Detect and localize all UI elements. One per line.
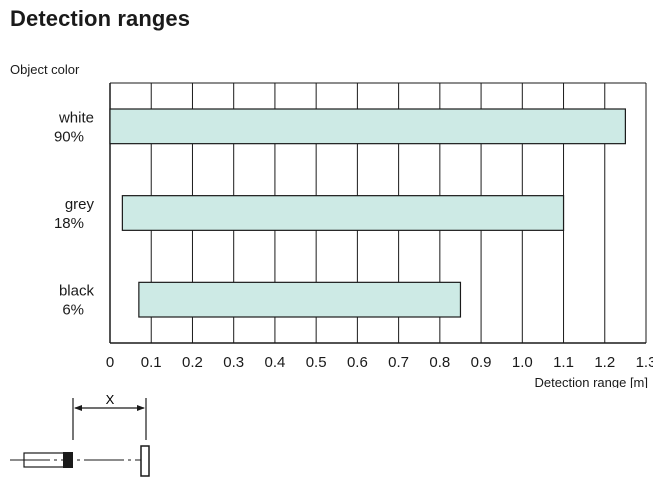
dimension-arrow-right (137, 405, 145, 411)
x-tick-label: 1.0 (512, 354, 533, 371)
x-tick-label: 0.1 (141, 354, 162, 371)
x-tick-label: 1.3 (636, 354, 653, 371)
category-labels: white 90% grey 18% black 6% (54, 109, 95, 318)
x-tick-label: 0.5 (306, 354, 327, 371)
sensor-distance-diagram: X (10, 392, 150, 477)
category-label-line2: 18% (54, 215, 84, 232)
category-label-line1: black (59, 283, 95, 300)
x-tick-labels: 0 0.1 0.2 0.3 0.4 0.5 0.6 0.7 0.8 0.9 1.0 1.1 1.2 1.3 (106, 354, 653, 371)
x-tick-label: 0.3 (223, 354, 244, 371)
distance-label: X (106, 392, 115, 407)
bar (121, 195, 565, 231)
category-label-line2: 90% (54, 128, 84, 145)
page-title: Detection ranges (10, 6, 191, 31)
bar (138, 281, 462, 318)
x-tick-label: 0 (106, 354, 114, 371)
x-tick-label: 1.1 (553, 354, 574, 371)
x-tick-label: 0.8 (429, 354, 450, 371)
category-label-line1: grey (65, 196, 95, 213)
category-label-line2: 6% (62, 302, 84, 319)
y-axis-label: Object color (10, 62, 80, 77)
x-tick-label: 0.6 (347, 354, 368, 371)
detection-range-chart: Object color white 90% grey 18% black 6% 0 0.1… (10, 62, 653, 388)
dimension-arrow-left (74, 405, 82, 411)
x-axis-label: Detection range [m] (535, 375, 648, 388)
target-object (140, 445, 150, 477)
bar (109, 108, 626, 145)
x-tick-label: 1.2 (594, 354, 615, 371)
x-tick-label: 0.7 (388, 354, 409, 371)
category-label-line1: white (58, 109, 94, 126)
chart-bars (109, 108, 626, 318)
x-tick-label: 0.2 (182, 354, 203, 371)
x-tick-label: 0.4 (264, 354, 285, 371)
x-tick-label: 0.9 (471, 354, 492, 371)
